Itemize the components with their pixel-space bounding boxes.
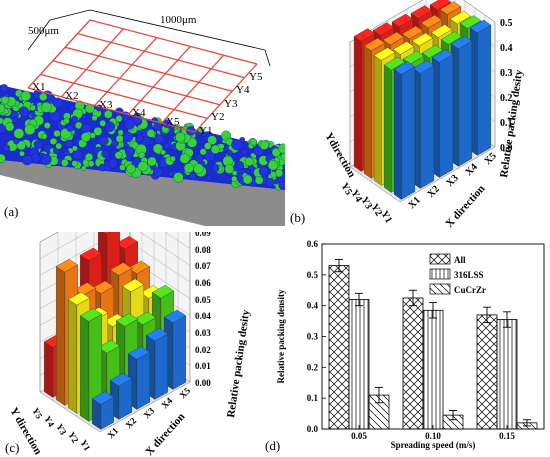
y-tick-label: 0.4 [307,301,319,311]
grid-y-label: Y2 [211,111,224,123]
x-tick-label: X5 [482,151,498,167]
dim-width-label: 1000μm [160,14,197,26]
x-tick-label: X4 [463,162,479,178]
y-tick-label: Y4 [42,414,56,429]
z-tick-label: 0.5 [500,18,513,29]
powder-bed-panel: 500μm 1000μm X1 X2 X3 X4 X5 Y1 Y2 Y3 Y4 Y5 (a) [0,0,285,228]
grid-x-label: X1 [32,81,45,93]
legend-label: All [454,255,466,265]
y-tick-label: 0.3 [307,332,319,342]
grid-x-label: X4 [132,107,146,119]
bar [348,299,370,430]
z-tick-label: 0.04 [195,311,211,321]
bar [402,297,424,430]
bar-3d [79,308,103,422]
bar-3d [469,19,492,156]
grid-y-label: Y4 [236,84,250,96]
legend-swatch [429,283,451,295]
dim-depth-label: 500μm [28,25,59,37]
z-tick-label: 0.05 [195,295,211,305]
panel-label: (b) [290,210,305,225]
grid-y-label: Y5 [249,71,263,83]
x-tick-label: X2 [425,184,441,200]
z-tick-label: 0.1 [500,118,513,129]
z-tick-label: 0.06 [195,278,211,288]
y-tick-label: Y1 [78,438,92,453]
bar-3d [393,61,416,200]
legend-swatch [429,268,451,280]
panel-label: (c) [5,440,19,455]
bar [496,319,518,430]
legend-label: CuCrZr [454,285,486,295]
z-tick-label: 0.08 [195,245,211,255]
x-tick-label: 0.10 [425,431,441,441]
chart-b-svg: 0.00.10.20.30.40.5X1X2X3X4X5Y5Y4Y3Y2Y1Re… [290,0,525,228]
y-axis-label: Relative packing density [276,289,286,384]
y-tick-label: Y4 [348,188,364,204]
y-tick-label: Y3 [358,195,374,211]
y-tick-label: Y2 [66,430,80,445]
z-tick-label: 0.4 [500,43,513,54]
bar-3d [412,60,435,189]
x-tick-label: X1 [406,195,422,211]
bar [422,309,444,430]
chart-3d-cucrzr: 0.00 0.01 0.02 0.03 0.04 0.05 0.06 0.07 0.08 0.09… [0,232,265,457]
chart-3d-total: 0.0 0.1 0.2 0.3 0.4 0.5 X1 X2 X3 X4 X5 Y5 Y4 Y3 Y2 Y1 Re… [285,0,550,228]
z-tick-label: 0.07 [195,261,211,271]
z-tick-label: 0.3 [500,68,513,79]
chart-d-svg: 0.0 0.1 0.2 0.3 0.4 0.5 0.6 Relative packing de… [265,239,545,453]
bar-chart-spreading-speed: 0.0 0.1 0.2 0.3 0.4 0.5 0.6 Relative packing de… [262,232,550,457]
y-tick-label: 0.1 [307,393,319,403]
z-tick-label: 0.00 [195,378,211,388]
x-tick-label: 0.15 [499,431,515,441]
legend-swatch [429,253,451,265]
y-tick-label: Y5 [338,181,354,197]
z-tick-label: 0.2 [500,93,513,104]
x-tick-label: 0.05 [351,431,367,441]
z-tick-label: 0.0 [500,143,513,154]
panel-label-d: (d) [265,438,280,453]
legend-label: 316LSS [454,270,484,280]
bar [476,314,498,430]
chart-c-svg: 0.00 0.01 0.02 0.03 0.04 0.05 0.06 0.07 0.08 0.09… [5,232,252,457]
y-tick-label: Y5 [30,406,44,421]
x-axis-label: Spreading speed (m/s) [391,440,476,450]
z-tick-label: 0.01 [195,361,211,371]
y-tick-label: Y3 [54,422,68,437]
bar-3d [431,49,454,178]
grid-x-label: X5 [166,116,180,128]
y-tick-label: 0.5 [307,270,319,280]
z-tick-label: 0.09 [195,232,211,238]
y-tick-label: Y1 [378,209,394,225]
bar-3d [450,35,473,167]
bar [328,265,350,430]
panel-label-a: (a) [4,204,18,219]
x-tick-label: X3 [444,173,460,189]
grid-y-label: Y3 [224,98,238,110]
y-tick-label: 0.6 [307,239,319,249]
grid-x-label: X2 [65,90,78,102]
z-tick-label: 0.03 [195,328,211,338]
bar-3d [91,391,115,430]
z-tick-label: 0.02 [195,345,211,355]
y-tick-label: 0.0 [307,424,319,434]
y-tick-label: 0.2 [307,362,319,372]
grid-y-label: Y1 [199,125,212,137]
z-axis-label: Relative packing desity [225,309,252,419]
grid-x-label: X3 [99,99,113,111]
x-axis-label: X direction [443,183,487,228]
y-tick-label: Y2 [368,202,384,218]
